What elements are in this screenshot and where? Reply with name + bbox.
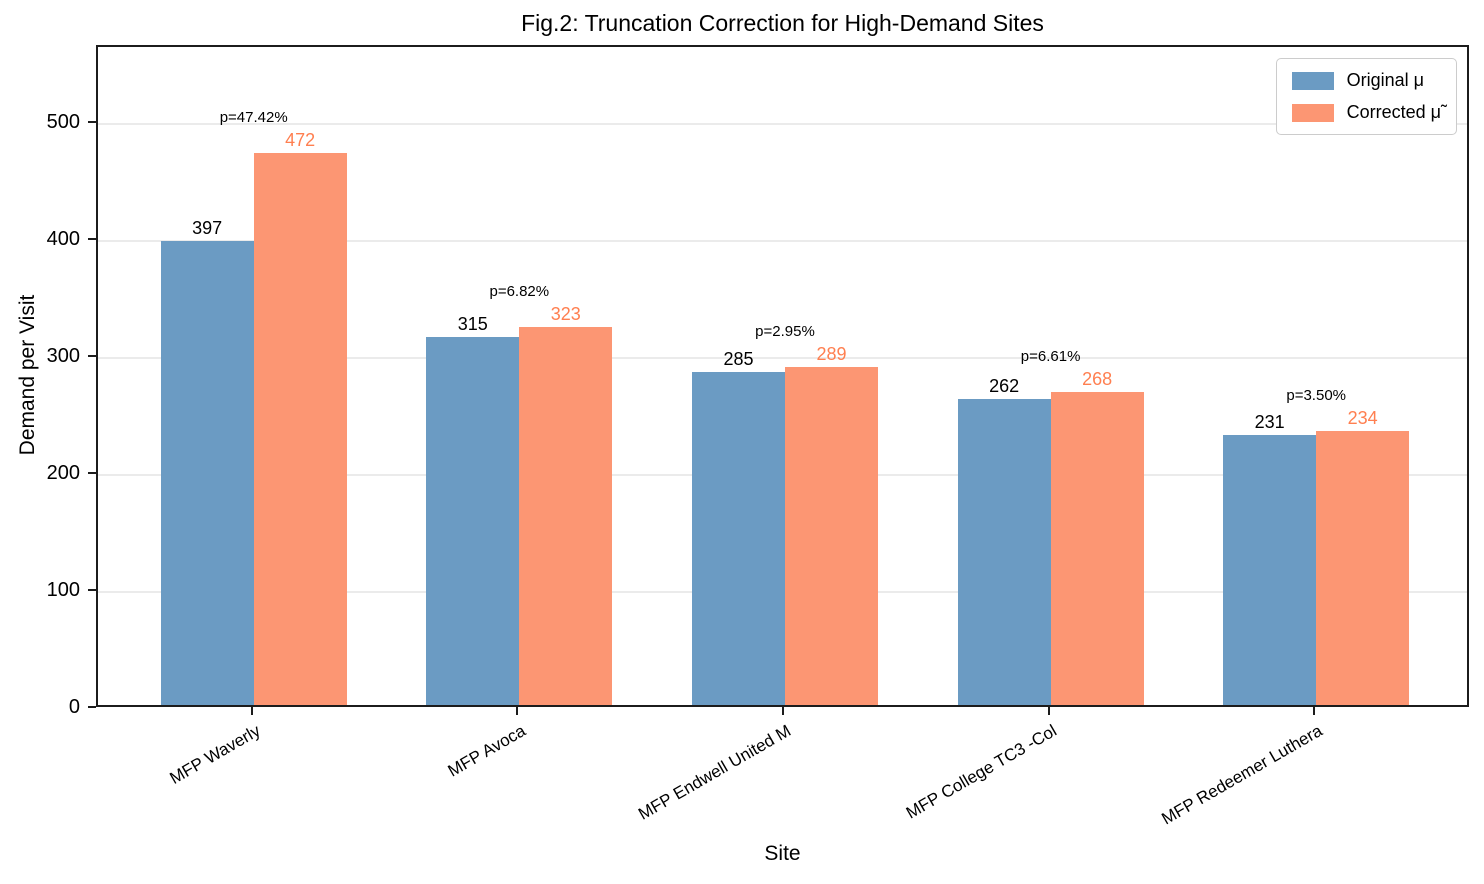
y-tick-mark [88,355,96,358]
x-tick-mark [782,707,784,715]
bar-original-1 [426,336,520,705]
y-tick-label: 500 [46,111,80,134]
bar-corrected-4 [1316,431,1410,705]
legend: Original μ Corrected μ̃ [1275,58,1457,135]
y-tick-label: 200 [46,462,80,485]
bar-original-0 [160,240,254,705]
x-tick-label: MFP Waverly [166,721,264,788]
y-tick-label: 100 [46,579,80,602]
x-tick-label: MFP College TC3 -Col [903,721,1061,823]
bar-corrected-0 [253,152,347,705]
chart-title: Fig.2: Truncation Correction for High-De… [521,10,1044,36]
y-tick-mark [88,121,96,124]
legend-swatch-corrected-icon [1291,103,1334,122]
gridline [98,357,1467,360]
p-annotation-0: p=47.42% [219,108,288,126]
bar-corrected-1 [519,327,613,705]
x-tick-mark [1313,707,1316,715]
p-annotation-3: p=6.61% [1020,347,1081,365]
x-tick-label: MFP Endwell United M [635,721,795,824]
legend-label-original: Original μ [1346,70,1424,90]
p-annotation-4: p=3.50% [1286,387,1347,405]
p-annotation-1: p=6.82% [489,283,550,301]
bar-original-4 [1223,434,1317,705]
value-label-original-2: 285 [723,348,754,369]
legend-label-corrected: Corrected μ̃ [1346,102,1441,122]
bar-original-3 [957,398,1051,705]
y-tick-mark [88,589,96,592]
y-tick-label: 0 [68,696,80,718]
value-label-corrected-1: 323 [550,304,581,325]
y-tick-mark [88,706,96,708]
y-tick-mark [88,472,96,475]
x-tick-mark [1047,707,1050,715]
value-label-corrected-4: 234 [1347,408,1378,429]
y-tick-label: 400 [46,228,80,251]
x-tick-mark [250,707,253,715]
x-tick-label: MFP Avoca [444,721,529,781]
p-annotation-2: p=2.95% [755,322,815,340]
legend-item-corrected: Corrected μ̃ [1291,102,1441,123]
value-label-original-4: 231 [1254,411,1285,432]
value-label-corrected-2: 289 [816,343,847,364]
legend-swatch-original-icon [1291,71,1334,90]
plot-area: Original μ Corrected μ̃ 397 472 p=47.42% 31… [96,45,1469,707]
legend-item-original: Original μ [1291,70,1441,91]
gridline [98,123,1467,126]
bar-original-2 [692,371,785,705]
bar-corrected-3 [1050,391,1144,705]
x-tick-label: MFP Redeemer Luthera [1158,721,1326,829]
value-label-original-3: 262 [989,375,1020,396]
value-label-corrected-0: 472 [285,129,316,150]
gridline [98,240,1467,243]
y-tick-mark [88,238,96,241]
y-tick-label: 300 [46,345,80,368]
x-tick-mark [516,707,519,715]
bar-corrected-2 [785,366,878,705]
value-label-corrected-3: 268 [1082,368,1113,389]
value-label-original-0: 397 [192,217,223,238]
y-axis-title: Demand per Visit [16,294,39,456]
x-axis-title: Site [764,842,801,865]
value-label-original-1: 315 [457,313,488,334]
